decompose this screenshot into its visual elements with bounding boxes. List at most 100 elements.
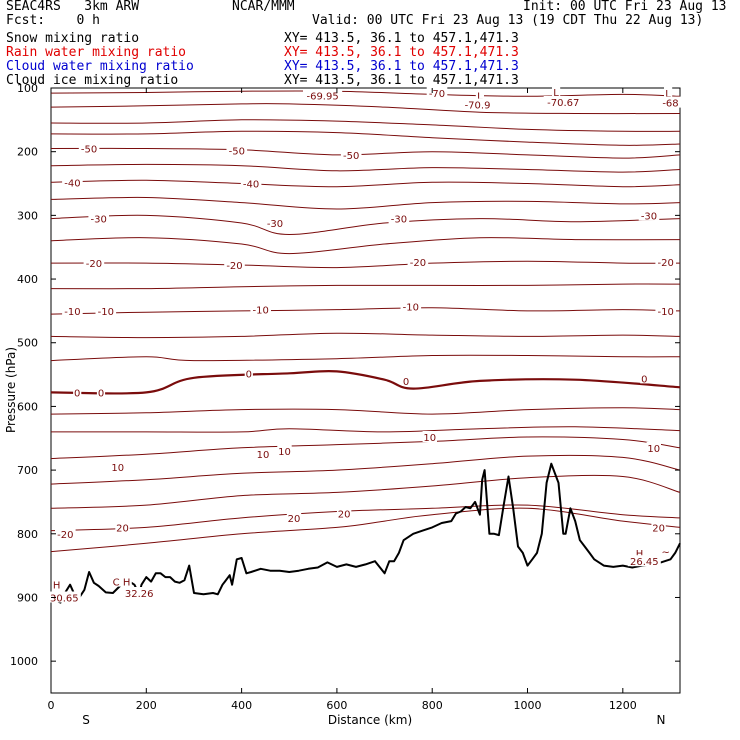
y-axis-title: Pressure (hPa) [4, 347, 18, 433]
contour-label-bg-3 [461, 98, 494, 110]
y-tick-label-7: 800 [17, 528, 38, 541]
contour-label-47: ~ [662, 548, 670, 559]
contour-label-bg-16 [638, 209, 660, 221]
contour-label-9: -50 [229, 146, 245, 157]
isotherm-line-0 [50, 90, 681, 97]
init-time: Init: 00 UTC Fri 23 Aug 13 [523, 0, 727, 14]
contour-label-bg-6 [664, 87, 673, 99]
isotherm-line-21 [50, 504, 681, 532]
isotherm-line-3 [50, 130, 681, 146]
contour-label-30: 0 [641, 374, 647, 385]
contour-label-7: -68 [662, 99, 678, 110]
field-cloudwater-name: Cloud water mixing ratio [6, 59, 194, 74]
field-cloudice-name: Cloud ice mixing ratio [6, 73, 179, 88]
isotherm-line-22 [50, 507, 681, 553]
contour-label-bg-13 [88, 212, 109, 224]
contour-label-32: 10 [647, 444, 660, 455]
contour-label-bg-19 [407, 255, 429, 267]
contour-label-1: -70 [429, 89, 445, 100]
contour-label-20: -20 [658, 258, 674, 269]
contour-label-22: -10 [98, 307, 114, 318]
contour-label-38: 20 [338, 509, 351, 520]
contour-label-bg-17 [83, 257, 105, 269]
contour-label-bg-14 [264, 217, 286, 228]
isotherm-line-16 [50, 407, 681, 415]
contour-label-bg-10 [340, 148, 362, 160]
contour-label-17: -20 [86, 259, 102, 270]
direction-left-label: S [82, 713, 90, 727]
contour-label-15: -30 [391, 215, 407, 226]
contour-label-21: -10 [64, 307, 80, 318]
y-tick-label-6: 700 [17, 464, 38, 477]
contour-label-37: 20 [288, 514, 301, 525]
model-title: SEAC4RS 3km ARW [6, 0, 140, 14]
contour-label-bg-4 [552, 85, 561, 97]
isotherm-line-2 [50, 119, 681, 132]
contour-label-27: 0 [98, 388, 104, 399]
contour-label-33: 10 [257, 450, 270, 461]
contour-label-bg-7 [660, 96, 681, 108]
contour-label-11: -40 [64, 178, 80, 189]
contour-label-28: 0 [246, 369, 252, 380]
contour-label-bg-36 [115, 521, 130, 533]
isotherm-line-14 [50, 369, 681, 395]
contour-label-16: -30 [641, 211, 657, 222]
contour-label-bg-27 [96, 386, 106, 398]
contour-label-34: 10 [278, 447, 291, 458]
contour-label-12: -40 [243, 180, 259, 191]
field-snow-xy: XY= 413.5, 36.1 to 457.1,471.3 [284, 31, 519, 46]
contour-label-bg-31 [422, 431, 437, 442]
contour-label-35: 10 [111, 463, 124, 474]
isotherm-line-18 [50, 436, 681, 460]
isotherm-line-5 [50, 163, 681, 173]
y-tick-label-1: 200 [17, 146, 38, 159]
contour-labels: -69.95 -70 L-70.9L-70.67L-68-50 -50 -50-40 -4… [47, 85, 681, 605]
contour-label-bg-45 [635, 546, 644, 558]
contour-label-26: 0 [74, 388, 80, 399]
isotherm-line-20 [50, 474, 681, 509]
contour-label-bg-38 [336, 507, 352, 519]
contour-label-31: 10 [423, 433, 436, 444]
x-tick-label-1: 200 [136, 699, 157, 712]
contour-label-bg-39 [651, 521, 666, 533]
field-rain-name: Rain water mixing ratio [6, 45, 187, 60]
contour-label-39: 20 [652, 523, 665, 534]
isotherm-line-6 [50, 179, 681, 188]
contour-label-bg-8 [78, 142, 100, 154]
contour-label-23: -10 [253, 306, 269, 317]
contour-label-bg-2 [475, 89, 484, 101]
contour-label-bg-25 [655, 304, 676, 316]
isotherm-line-4 [50, 147, 681, 159]
contour-label-5: -70.67 [547, 98, 579, 109]
y-tick-label-5: 600 [17, 400, 38, 413]
contour-label-bg-20 [655, 255, 676, 267]
plot-frame [50, 87, 681, 694]
field-cloudwater-xy: XY= 413.5, 36.1 to 457.1,471.3 [284, 59, 519, 74]
contour-label-40: -20 [57, 530, 73, 541]
contour-label-bg-15 [388, 212, 410, 224]
contour-label-bg-24 [400, 300, 422, 312]
contour-label-bg-37 [286, 511, 302, 523]
contour-label-bg-21 [62, 304, 83, 316]
contour-label-bg-29 [401, 374, 411, 386]
contour-label-bg-0 [303, 89, 343, 101]
contour-label-bg-9 [226, 144, 248, 156]
contour-label-44: 32.26 [125, 589, 154, 600]
contour-label-4: L [553, 88, 559, 99]
x-tick-label-6: 1200 [609, 699, 637, 712]
contour-label-45: H [636, 549, 644, 560]
contour-label-bg-43 [111, 575, 132, 587]
direction-right-label: N [657, 713, 666, 727]
contour-label-bg-23 [250, 303, 271, 315]
contour-label-bg-18 [224, 259, 245, 270]
y-tick-label-8: 900 [17, 591, 38, 604]
contour-label-18: -20 [226, 261, 242, 272]
isotherm-line-15 [50, 354, 681, 362]
contour-label-43: C H [113, 578, 131, 589]
axes: 0 200 400 600 800 1000 12001002003004005006007… [10, 82, 680, 712]
y-tick-label-2: 300 [17, 209, 38, 222]
contour-label-0: -69.95 [306, 92, 338, 103]
isotherm-line-17 [51, 426, 681, 433]
isotherm-line-12 [50, 307, 681, 315]
contour-label-bg-12 [240, 177, 262, 189]
